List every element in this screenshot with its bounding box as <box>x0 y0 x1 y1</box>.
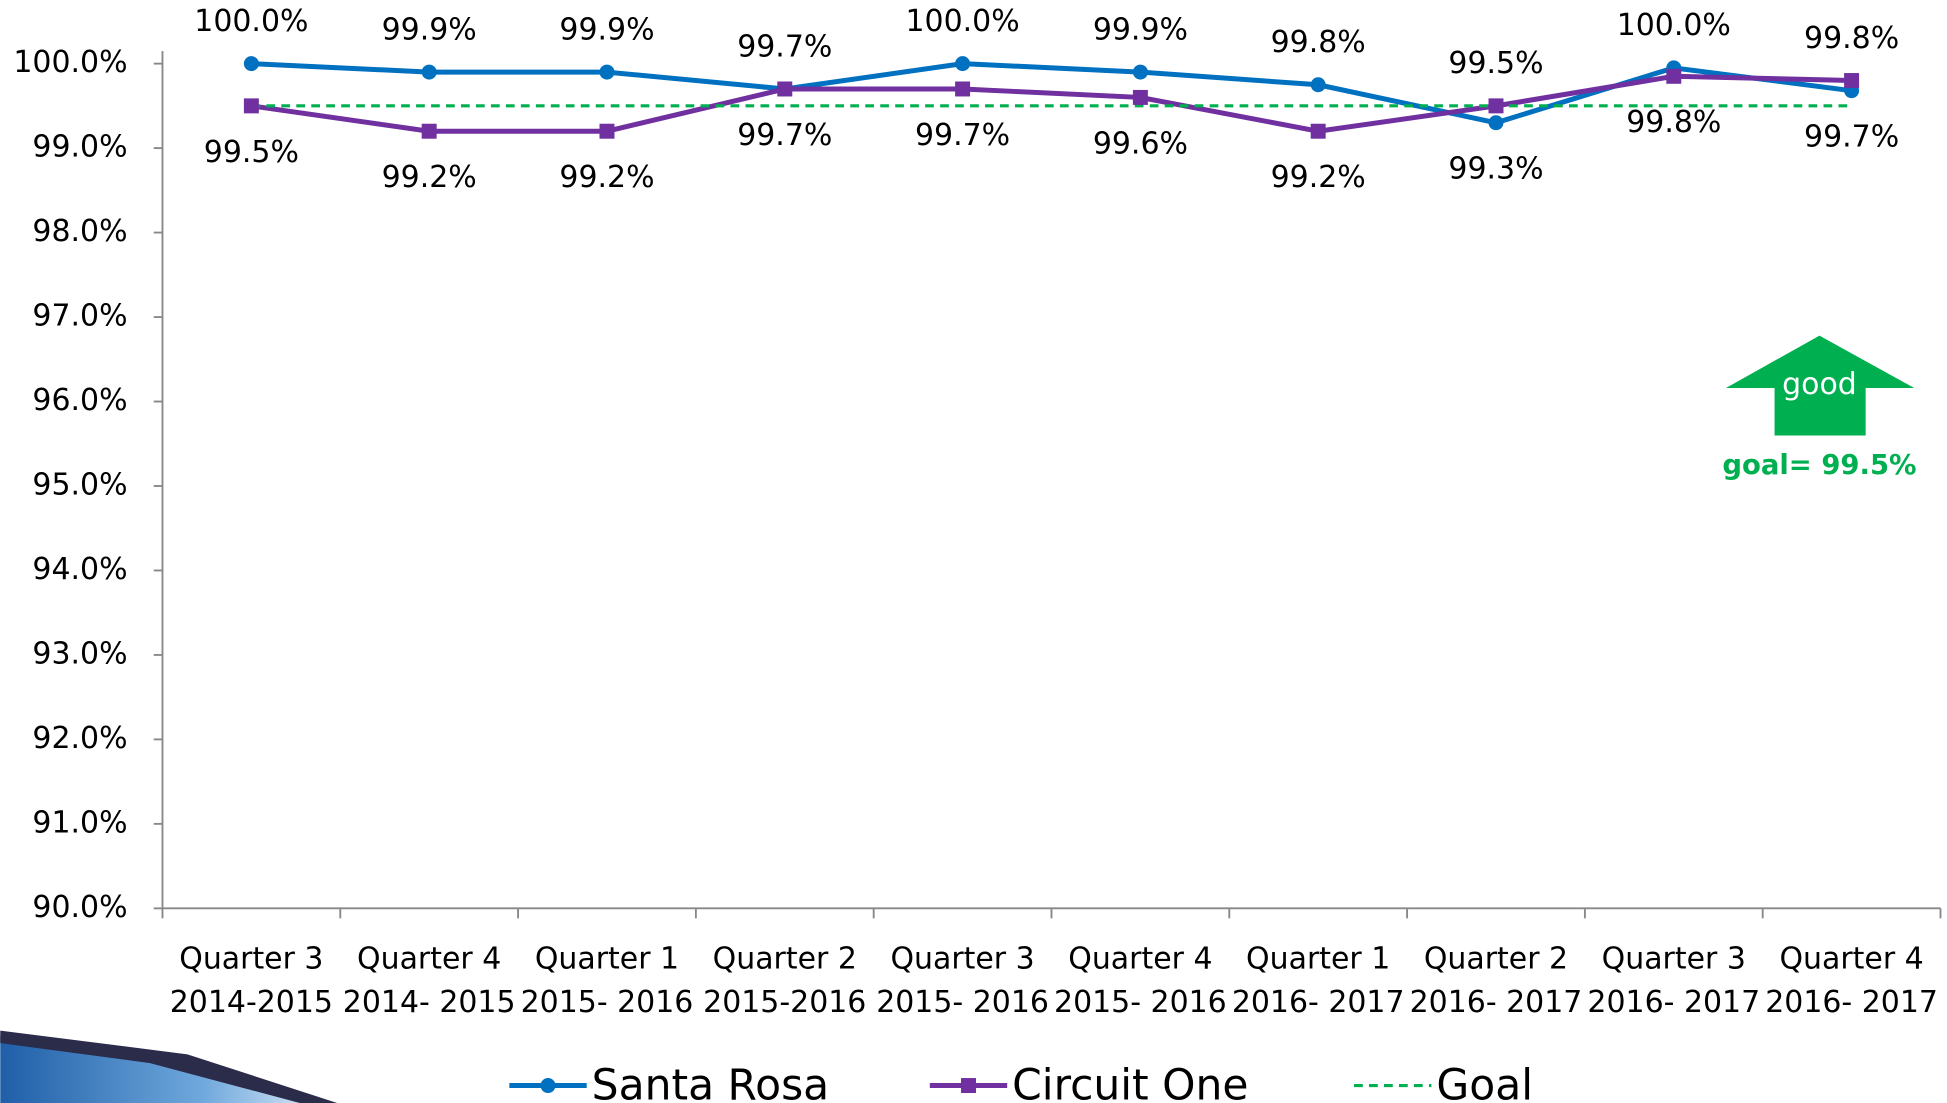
x-tick-line: 2016- 2017 <box>1587 985 1760 1020</box>
x-tick-label: Quarter 3 2015- 2016 <box>876 941 1049 1020</box>
data-label: 99.5% <box>204 135 299 170</box>
x-tick-line: 2015- 2016 <box>876 985 1049 1020</box>
data-label: 99.2% <box>559 160 654 195</box>
x-tick-line: Quarter 1 <box>1246 941 1390 976</box>
data-label: 99.9% <box>559 12 654 47</box>
data-label: 99.9% <box>1093 12 1188 47</box>
decoration <box>0 1030 338 1103</box>
y-tick-label: 92.0% <box>32 721 127 756</box>
point <box>1666 68 1682 84</box>
data-label: 100.0% <box>906 4 1020 39</box>
data-label: 100.0% <box>194 4 308 39</box>
point <box>1310 77 1326 93</box>
data-label: 99.9% <box>382 12 477 47</box>
point <box>599 123 615 139</box>
annotation: goal= 99.5% <box>1722 450 1916 481</box>
point <box>955 56 971 72</box>
point <box>955 81 971 97</box>
y-tick-label: 96.0% <box>32 383 127 418</box>
y-tick-label: 99.0% <box>32 130 127 165</box>
data-label: 100.0% <box>1617 8 1731 43</box>
x-tick-label: Quarter 2 2015-2016 <box>703 941 866 1020</box>
y-tick-label: 97.0% <box>32 299 127 334</box>
point <box>421 64 437 80</box>
x-tick-label: Quarter 3 2016- 2017 <box>1587 941 1760 1020</box>
series-line <box>251 73 1852 134</box>
x-tick-line: 2014- 2015 <box>343 985 516 1020</box>
y-tick-label: 98.0% <box>32 214 127 249</box>
legend-label: Circuit One <box>1012 1062 1248 1103</box>
point <box>599 64 615 80</box>
data-label: 99.8% <box>1271 25 1366 60</box>
x-tick-line: 2015- 2016 <box>1054 985 1227 1020</box>
point <box>1310 123 1326 139</box>
x-tick-line: 2015-2016 <box>703 985 866 1020</box>
data-label: 99.2% <box>382 160 477 195</box>
data-label: 99.7% <box>737 29 832 64</box>
point <box>1132 64 1148 80</box>
x-tick-label: Quarter 4 2015- 2016 <box>1054 941 1227 1020</box>
x-tick-line: Quarter 2 <box>713 941 857 976</box>
legend-marker <box>540 1078 556 1094</box>
x-tick-label: Quarter 1 2016- 2017 <box>1232 941 1405 1020</box>
legend-marker <box>961 1078 976 1094</box>
point <box>1488 115 1504 131</box>
x-tick-line: 2016- 2017 <box>1232 985 1405 1020</box>
data-label: 99.7% <box>737 118 832 153</box>
y-tick-label: 91.0% <box>32 805 127 840</box>
data-label: 99.6% <box>1093 126 1188 161</box>
point <box>1488 98 1504 114</box>
x-tick-label: Quarter 1 2015- 2016 <box>521 941 694 1020</box>
y-tick-label: 100.0% <box>13 45 127 80</box>
data-label: 99.7% <box>1804 120 1899 155</box>
x-tick-line: Quarter 3 <box>890 941 1034 976</box>
legend-label: Santa Rosa <box>592 1062 829 1103</box>
x-tick-label: Quarter 4 2014- 2015 <box>343 941 516 1020</box>
data-label: 99.2% <box>1271 160 1366 195</box>
point <box>1844 73 1860 89</box>
y-tick-label: 90.0% <box>32 890 127 925</box>
annotation: good <box>1782 367 1857 402</box>
point <box>421 123 437 139</box>
x-tick-line: Quarter 4 <box>1068 941 1212 976</box>
y-tick-label: 94.0% <box>32 552 127 587</box>
y-tick-label: 93.0% <box>32 636 127 671</box>
x-tick-line: Quarter 1 <box>535 941 679 976</box>
good-arrow <box>1725 335 1915 436</box>
data-label: 99.8% <box>1626 105 1721 140</box>
data-label: 99.7% <box>915 118 1010 153</box>
x-tick-line: Quarter 2 <box>1424 941 1568 976</box>
x-tick-label: Quarter 2 2016- 2017 <box>1410 941 1583 1020</box>
x-tick-line: Quarter 4 <box>357 941 501 976</box>
legend-label: Goal <box>1436 1062 1533 1103</box>
x-tick-label: Quarter 4 2016- 2017 <box>1765 941 1938 1020</box>
data-label: 99.5% <box>1448 46 1543 81</box>
data-label: 99.3% <box>1448 152 1543 187</box>
point <box>777 81 793 97</box>
x-tick-label: Quarter 3 2014-2015 <box>170 941 333 1020</box>
x-tick-line: 2016- 2017 <box>1410 985 1583 1020</box>
point <box>243 98 259 114</box>
x-tick-line: Quarter 3 <box>1602 941 1746 976</box>
series-line <box>251 61 1852 126</box>
y-tick-label: 95.0% <box>32 467 127 502</box>
x-tick-line: Quarter 3 <box>179 941 323 976</box>
point <box>1132 89 1148 105</box>
x-tick-line: 2014-2015 <box>170 985 333 1020</box>
x-tick-line: Quarter 4 <box>1779 941 1923 976</box>
x-tick-line: 2015- 2016 <box>521 985 694 1020</box>
point <box>243 56 259 72</box>
data-label: 99.8% <box>1804 21 1899 56</box>
x-tick-line: 2016- 2017 <box>1765 985 1938 1020</box>
